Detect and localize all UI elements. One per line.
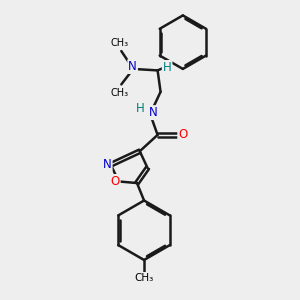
Text: N: N — [149, 106, 158, 119]
Text: O: O — [110, 175, 120, 188]
Text: H: H — [163, 61, 172, 74]
Text: CH₃: CH₃ — [111, 38, 129, 48]
Text: CH₃: CH₃ — [134, 273, 154, 283]
Text: N: N — [128, 60, 137, 73]
Text: CH₃: CH₃ — [111, 88, 129, 98]
Text: N: N — [103, 158, 112, 171]
Text: H: H — [135, 102, 144, 115]
Text: O: O — [178, 128, 188, 141]
